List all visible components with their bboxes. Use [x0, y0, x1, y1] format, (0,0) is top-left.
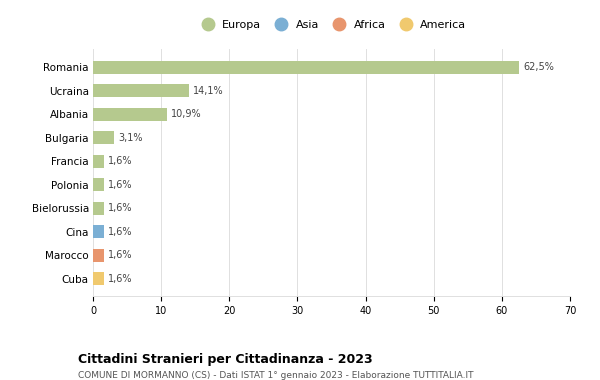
Text: 1,6%: 1,6%	[108, 227, 133, 237]
Text: COMUNE DI MORMANNO (CS) - Dati ISTAT 1° gennaio 2023 - Elaborazione TUTTITALIA.I: COMUNE DI MORMANNO (CS) - Dati ISTAT 1° …	[78, 370, 473, 380]
Bar	[93, 272, 104, 285]
Bar	[93, 61, 519, 74]
Bar	[93, 84, 189, 97]
Text: 3,1%: 3,1%	[118, 133, 143, 142]
Bar	[93, 131, 114, 144]
Bar	[93, 202, 104, 215]
Bar	[93, 155, 104, 168]
Text: 1,6%: 1,6%	[108, 250, 133, 260]
Bar	[93, 108, 167, 120]
Text: 62,5%: 62,5%	[523, 62, 554, 72]
Text: 1,6%: 1,6%	[108, 156, 133, 166]
Text: 1,6%: 1,6%	[108, 203, 133, 213]
Text: Cittadini Stranieri per Cittadinanza - 2023: Cittadini Stranieri per Cittadinanza - 2…	[78, 353, 373, 366]
Text: 1,6%: 1,6%	[108, 180, 133, 190]
Text: 14,1%: 14,1%	[193, 86, 224, 96]
Text: 10,9%: 10,9%	[172, 109, 202, 119]
Text: 1,6%: 1,6%	[108, 274, 133, 284]
Bar	[93, 178, 104, 191]
Bar	[93, 249, 104, 262]
Bar	[93, 225, 104, 238]
Legend: Europa, Asia, Africa, America: Europa, Asia, Africa, America	[192, 16, 471, 34]
